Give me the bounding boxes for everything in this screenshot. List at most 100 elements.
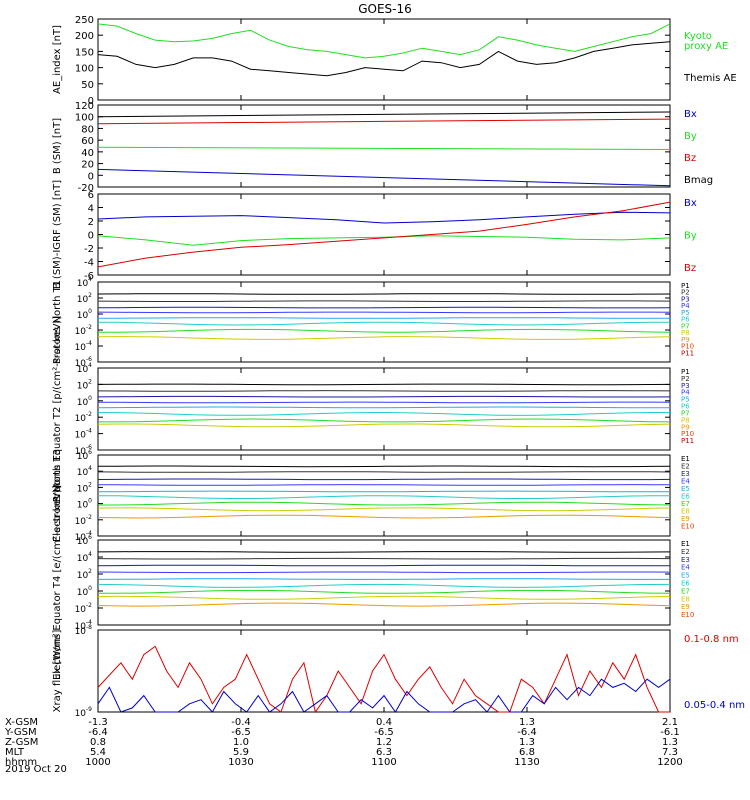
- y-axis-label: Electrons North T3: [52, 449, 63, 542]
- y-axis-label: Protons North T1: [52, 280, 63, 364]
- channel-label: P8: [681, 329, 690, 337]
- legend-label: Bmag: [684, 175, 713, 186]
- y-axis-label: AE_index [nT]: [52, 25, 63, 94]
- footer-cell: -6.5: [231, 727, 251, 738]
- channel-label: E6: [681, 580, 690, 588]
- series-line: [97, 168, 671, 187]
- channel-label: E5: [681, 485, 690, 493]
- footer-cell: 5.4: [90, 747, 106, 758]
- y-tick-label: 20: [81, 160, 94, 171]
- channel-line: [97, 406, 670, 409]
- y-tick-label: 10-2: [75, 602, 93, 615]
- channel-label: P2: [681, 289, 690, 297]
- channel-label: E8: [681, 595, 690, 603]
- channel-line: [97, 514, 671, 519]
- channel-line: [97, 471, 671, 473]
- channel-label: E5: [681, 572, 690, 580]
- channel-label: E6: [681, 493, 690, 501]
- y-tick-label: 10-2: [75, 411, 93, 424]
- y-axis-label: Protons Equator T2 [p/(cm²-s-sr-keV)]: [52, 316, 63, 503]
- channel-label: E7: [681, 587, 690, 595]
- channel-label: E8: [681, 508, 690, 516]
- footer-cell: -0.4: [231, 717, 251, 728]
- channel-label: E9: [681, 515, 690, 523]
- channel-line: [97, 578, 670, 580]
- legend-label: Themis AE: [683, 73, 737, 84]
- channel-line: [97, 336, 671, 340]
- channel-label: P10: [681, 430, 694, 438]
- y-tick-label: 0: [88, 96, 94, 107]
- channel-line: [97, 306, 671, 309]
- y-tick-label: 250: [75, 15, 94, 26]
- footer-cell: 1200: [657, 757, 682, 768]
- series-line: [97, 201, 671, 268]
- channel-line: [97, 551, 671, 553]
- footer-group: X-GSMY-GSMZ-GSMMLThhmm-1.3-6.40.85.41000…: [4, 717, 683, 768]
- y-tick-label: 102: [77, 568, 92, 581]
- channel-line: [97, 423, 671, 428]
- channel-label: P6: [681, 403, 690, 411]
- channel-label: P8: [681, 416, 690, 424]
- y-tick-label: 104: [77, 465, 92, 478]
- y-tick-label: 10-2: [75, 514, 93, 527]
- channel-label: P10: [681, 343, 694, 351]
- y-tick-label: 100: [77, 498, 92, 511]
- channel-label: P4: [681, 302, 690, 310]
- y-tick-label: -4: [84, 258, 94, 269]
- legend-label: proxy AE: [684, 41, 728, 52]
- channel-label: P3: [681, 382, 690, 390]
- y-tick-label: 100: [77, 395, 92, 408]
- y-tick-label: 10-2: [75, 324, 93, 337]
- channel-label: E7: [681, 500, 690, 508]
- y-tick-label: 2: [88, 217, 94, 228]
- y-tick-label: 50: [81, 80, 94, 91]
- channel-label: P9: [681, 336, 690, 344]
- footer-cell: -6.4: [88, 727, 108, 738]
- channel-label: P11: [681, 349, 694, 357]
- y-tick-label: -20: [78, 183, 94, 194]
- panel-frame: [97, 104, 671, 188]
- series-line: [97, 23, 671, 59]
- channel-line: [97, 602, 671, 607]
- legend-label: By: [684, 131, 697, 142]
- channel-label: E3: [681, 470, 690, 478]
- y-tick-label: -6: [84, 271, 94, 282]
- y-tick-label: 100: [77, 308, 92, 321]
- channel-line: [97, 383, 671, 386]
- y-tick-label: 80: [81, 124, 94, 135]
- channel-line: [98, 501, 671, 506]
- y-axis-label: B (SM)-IGRF (SM) [nT]: [52, 180, 63, 289]
- channel-label: P5: [681, 309, 690, 317]
- channel-label: P7: [681, 322, 690, 330]
- y-tick-label: 10-4: [75, 340, 93, 353]
- channel-line: [97, 311, 671, 314]
- y-tick-label: 100: [75, 113, 94, 124]
- series-line: [97, 235, 671, 246]
- channel-label: P11: [681, 437, 694, 445]
- channel-line: [97, 495, 670, 499]
- y-tick-label: 0: [88, 231, 94, 242]
- channel-label: E10: [681, 611, 694, 619]
- y-tick-label: 10-4: [75, 428, 93, 441]
- channel-line: [98, 418, 671, 423]
- y-tick-label: 40: [81, 148, 94, 159]
- channel-label: P7: [681, 409, 690, 417]
- channel-line: [97, 478, 671, 481]
- channel-line: [97, 411, 670, 416]
- channel-line: [97, 557, 671, 560]
- footer-cell: 1.2: [376, 737, 392, 748]
- channel-line: [97, 484, 670, 486]
- footer-cell: 1100: [371, 757, 396, 768]
- y-tick-label: 60: [81, 136, 94, 147]
- footer-cell: 1.3: [519, 717, 535, 728]
- series-line: [97, 645, 670, 714]
- footer-cell: 1030: [228, 757, 253, 768]
- footer-cell: -6.5: [374, 727, 394, 738]
- legend-label: By: [684, 231, 697, 242]
